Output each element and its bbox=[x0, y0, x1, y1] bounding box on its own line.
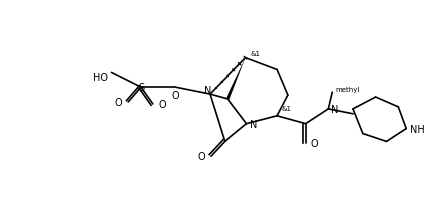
Text: O: O bbox=[172, 91, 179, 101]
Text: O: O bbox=[311, 139, 318, 149]
Polygon shape bbox=[226, 58, 245, 100]
Text: S: S bbox=[138, 83, 144, 93]
Text: N: N bbox=[204, 86, 212, 96]
Text: N: N bbox=[250, 119, 258, 129]
Text: O: O bbox=[198, 152, 205, 161]
Text: N: N bbox=[331, 104, 339, 114]
Text: O: O bbox=[159, 99, 167, 109]
Text: &1: &1 bbox=[250, 50, 260, 56]
Text: NH: NH bbox=[410, 124, 425, 134]
Text: HO: HO bbox=[93, 73, 109, 83]
Text: methyl: methyl bbox=[335, 87, 360, 93]
Text: &1: &1 bbox=[282, 105, 292, 111]
Text: O: O bbox=[115, 98, 122, 107]
